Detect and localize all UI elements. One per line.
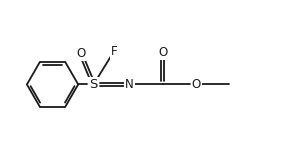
Text: F: F — [111, 45, 117, 58]
Text: O: O — [158, 46, 168, 59]
Text: N: N — [125, 78, 134, 91]
Text: O: O — [76, 47, 85, 60]
Text: S: S — [89, 78, 98, 91]
Text: O: O — [191, 78, 201, 91]
